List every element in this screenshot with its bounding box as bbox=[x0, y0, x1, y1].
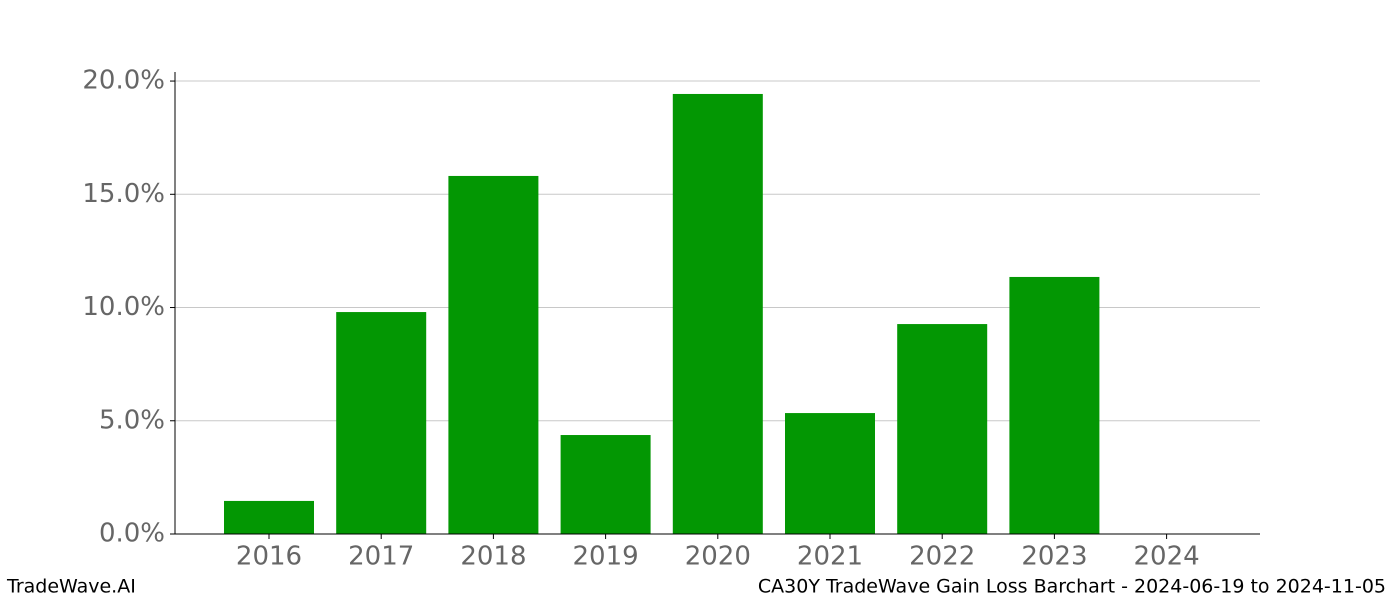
y-tick-label: 15.0% bbox=[82, 179, 165, 209]
x-tick-label: 2016 bbox=[236, 542, 302, 572]
x-tick-label: 2021 bbox=[797, 542, 863, 572]
chart-title: CA30Y TradeWave Gain Loss Barchart - 202… bbox=[758, 576, 1386, 598]
x-tick-label: 2022 bbox=[909, 542, 975, 572]
y-tick-label: 5.0% bbox=[99, 405, 165, 435]
x-tick-label: 2020 bbox=[685, 542, 751, 572]
bar bbox=[224, 500, 314, 534]
x-tick-label: 2019 bbox=[573, 542, 639, 572]
y-tick-label: 20.0% bbox=[82, 66, 165, 96]
x-tick-label: 2017 bbox=[348, 542, 414, 572]
bar bbox=[785, 413, 875, 534]
bar bbox=[1009, 276, 1100, 534]
x-tick-label: 2018 bbox=[460, 542, 526, 572]
y-tick-label: 10.0% bbox=[82, 292, 165, 322]
x-tick-label: 2023 bbox=[1021, 542, 1087, 572]
y-tick-label: 0.0% bbox=[99, 519, 165, 549]
bar bbox=[897, 324, 988, 534]
bar bbox=[336, 312, 427, 534]
credit: TradeWave.AI bbox=[6, 576, 136, 598]
bar bbox=[672, 93, 763, 534]
bar bbox=[560, 435, 651, 534]
bar bbox=[448, 175, 539, 534]
x-tick-label: 2024 bbox=[1134, 542, 1200, 572]
